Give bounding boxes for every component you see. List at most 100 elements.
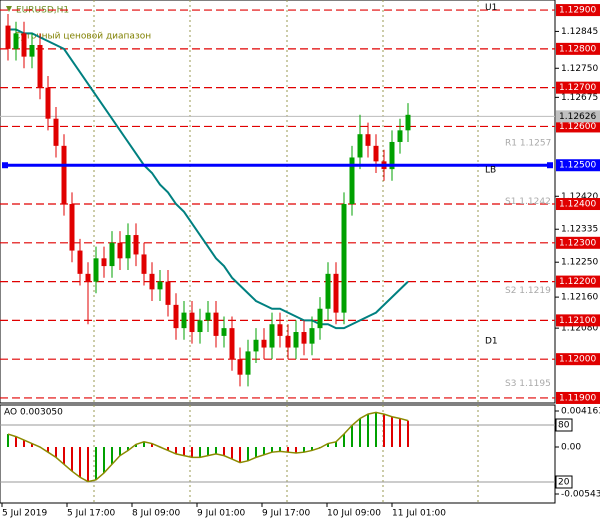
candle-body — [133, 235, 139, 255]
candle-body — [21, 33, 27, 57]
level-label-box — [556, 236, 600, 249]
candle-body — [141, 254, 147, 274]
candle-body — [221, 328, 227, 336]
level-label-box — [556, 4, 600, 17]
candle-body — [229, 328, 235, 360]
y-tick-label: 1.12675 — [561, 93, 598, 103]
y-tick-label: 1.12750 — [561, 64, 598, 74]
level-label: 1.12100 — [559, 316, 596, 326]
annotation: R1 1.1257 — [505, 139, 551, 149]
candle-body — [101, 258, 107, 267]
ao-level-box — [555, 475, 573, 489]
level-label: 1.12200 — [559, 277, 596, 287]
candle-body — [77, 250, 83, 274]
candle-body — [37, 44, 43, 88]
y-tick-label: 1.12420 — [561, 192, 598, 202]
candle — [245, 339, 251, 387]
ao-level-box — [555, 418, 573, 432]
candle-body — [117, 242, 123, 259]
candle — [293, 320, 299, 360]
current-price-label: 1.12626 — [559, 112, 596, 122]
level-label: 1.12600 — [559, 122, 596, 132]
vertical-grid — [93, 0, 479, 503]
candle-body — [149, 273, 155, 290]
candle — [5, 13, 11, 61]
candle — [277, 312, 283, 348]
candle — [213, 300, 219, 348]
candle-body — [333, 273, 339, 313]
candle-body — [397, 130, 403, 142]
candle-body — [85, 273, 91, 282]
level-label-box — [556, 198, 600, 211]
candle-body — [341, 204, 347, 313]
level-label: 1.12900 — [559, 6, 596, 16]
candle — [117, 231, 123, 270]
candle — [21, 21, 27, 69]
candle-body — [317, 308, 323, 329]
y-tick-label: 1.12080 — [561, 324, 598, 334]
y-tick-label: 1.12845 — [561, 27, 598, 37]
pivot-handle — [2, 162, 8, 169]
candle — [93, 246, 99, 294]
candle-body — [285, 335, 291, 348]
candle-body — [269, 324, 275, 348]
candle — [301, 320, 307, 356]
candle — [77, 238, 83, 286]
moving-average — [8, 28, 409, 330]
candle-body — [45, 87, 51, 119]
candle — [181, 300, 187, 340]
candle-body — [29, 44, 35, 57]
candle — [61, 134, 67, 216]
candle-body — [109, 242, 115, 267]
candle — [309, 316, 315, 356]
candle — [141, 242, 147, 286]
annotation: S3 1.1195 — [505, 379, 551, 389]
ao-panel — [0, 404, 556, 504]
y-tick-label: 1.12160 — [561, 293, 598, 303]
candle — [189, 300, 195, 344]
pivot-name: LB — [485, 166, 496, 176]
candle — [69, 192, 75, 263]
candle — [149, 262, 155, 301]
candle-body — [365, 134, 371, 146]
candle-body — [293, 332, 299, 348]
candle — [85, 262, 91, 325]
candle-body — [357, 134, 363, 158]
level-label: 1.12300 — [559, 238, 596, 248]
candle — [133, 223, 139, 267]
candle — [125, 223, 131, 270]
ao-level-label: 20 — [558, 478, 570, 488]
title-icon — [6, 6, 12, 12]
candle-body — [125, 235, 131, 259]
level-label-box — [556, 353, 600, 366]
level-label-box — [556, 42, 600, 55]
candle — [109, 231, 115, 278]
candle-body — [69, 204, 75, 251]
level-label: 1.11900 — [559, 393, 596, 403]
candle — [205, 300, 211, 333]
candle — [253, 328, 259, 364]
x-tick-label: 10 Jul 09:00 — [327, 509, 381, 519]
candle — [405, 103, 411, 142]
candle-body — [197, 320, 203, 333]
candle-body — [181, 312, 187, 329]
candle-body — [253, 339, 259, 352]
candle — [101, 246, 107, 278]
subtitle: Суточный ценовой диапазон — [14, 32, 151, 42]
candle-body — [189, 312, 195, 333]
candle — [53, 107, 59, 158]
candle — [45, 76, 51, 131]
candle-body — [213, 312, 219, 336]
candle — [261, 328, 267, 360]
candle-body — [261, 339, 267, 348]
candle — [229, 316, 235, 371]
level-label-box — [556, 391, 600, 404]
candle — [389, 130, 395, 181]
candle-body — [325, 273, 331, 309]
current-price-box — [556, 110, 600, 123]
candle-body — [205, 312, 211, 321]
candle — [317, 297, 323, 340]
candle-body — [165, 281, 171, 305]
level-label-box — [556, 120, 600, 133]
